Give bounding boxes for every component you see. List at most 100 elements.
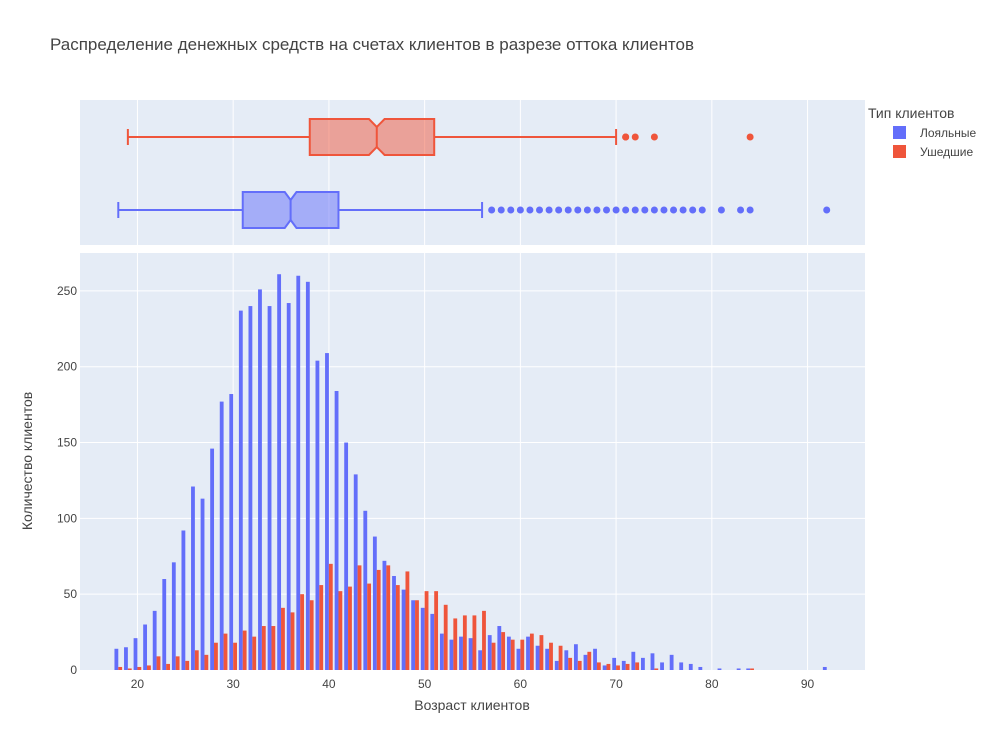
bar-churned	[424, 591, 429, 670]
bar-loyal	[459, 636, 463, 670]
boxplot-outlier-loyal	[603, 206, 611, 214]
bar-churned	[281, 607, 285, 670]
y-tick-label: 100	[57, 511, 77, 525]
bar-churned	[194, 650, 199, 670]
bar-loyal	[650, 653, 655, 670]
legend-item-churned[interactable]: Ушедшие	[893, 145, 973, 159]
bar-churned	[616, 665, 620, 670]
bar-loyal	[143, 624, 148, 670]
y-tick-label: 0	[70, 663, 77, 677]
boxplot-outlier-loyal	[689, 206, 697, 214]
bar-churned	[386, 565, 391, 670]
x-tick-label: 40	[322, 677, 336, 691]
bar-loyal	[420, 607, 425, 670]
bar-churned	[300, 594, 305, 670]
bar-loyal	[114, 648, 119, 670]
bar-churned	[223, 633, 228, 670]
y-tick-label: 250	[57, 284, 77, 298]
bar-loyal	[535, 645, 540, 670]
bar-loyal	[191, 486, 195, 670]
bar-loyal	[267, 306, 272, 670]
bar-churned	[539, 635, 544, 670]
bar-churned	[568, 657, 573, 670]
bar-loyal	[229, 394, 234, 670]
bar-churned	[750, 668, 754, 670]
bar-loyal	[286, 303, 291, 670]
boxplot-outlier-churned	[622, 133, 630, 141]
boxplot-box-churned	[308, 118, 436, 156]
bar-churned	[204, 654, 209, 670]
boxplot-outlier-churned	[650, 133, 658, 141]
bar-loyal	[688, 663, 693, 670]
legend-item-loyal[interactable]: Лояльные	[893, 126, 977, 140]
bar-loyal	[353, 474, 358, 670]
bar-churned	[261, 626, 266, 670]
bar-loyal	[631, 651, 636, 670]
bar-churned	[185, 660, 190, 670]
bar-churned	[252, 636, 257, 670]
legend: Тип клиентов Лояльные Ушедшие	[868, 105, 977, 159]
bar-loyal	[554, 660, 559, 670]
bar-loyal	[478, 650, 483, 670]
bar-loyal	[344, 442, 349, 670]
bar-loyal	[392, 575, 396, 670]
boxplot-outlier-loyal	[698, 206, 706, 214]
boxplot-outlier-loyal	[717, 206, 725, 214]
bar-churned	[271, 626, 276, 670]
bar-loyal	[219, 401, 224, 670]
x-tick-label: 70	[609, 677, 623, 691]
bar-loyal	[171, 562, 176, 670]
bar-churned	[520, 639, 525, 670]
boxplot-outlier-churned	[631, 133, 639, 141]
bar-loyal	[248, 306, 253, 670]
boxplot-panel	[80, 100, 865, 245]
bar-churned	[462, 615, 467, 670]
bar-churned	[625, 663, 630, 670]
x-axis-ticks: 20 30 40 50 60 70 80 90	[131, 677, 815, 691]
histogram-panel	[80, 253, 865, 670]
boxplot-outlier-loyal	[737, 206, 745, 214]
bar-loyal	[315, 360, 320, 670]
bar-loyal	[468, 638, 473, 670]
bar-loyal	[660, 662, 664, 670]
bar-loyal	[516, 648, 521, 670]
legend-label-churned: Ушедшие	[920, 145, 973, 159]
bar-loyal	[698, 666, 703, 670]
bar-loyal	[583, 654, 588, 670]
x-axis-title: Возраст клиентов	[414, 697, 530, 713]
bar-churned	[127, 668, 132, 670]
boxplot-outlier-loyal	[593, 206, 601, 214]
boxplot-outlier-loyal	[564, 206, 572, 214]
bar-churned	[654, 668, 659, 670]
bar-loyal	[679, 662, 684, 670]
bar-churned	[577, 660, 582, 670]
bar-churned	[395, 585, 400, 670]
bar-loyal	[564, 650, 569, 670]
bar-churned	[558, 645, 563, 670]
bar-churned	[338, 591, 343, 670]
bar-loyal	[621, 660, 626, 670]
bar-churned	[290, 612, 295, 670]
boxplot-outlier-loyal	[746, 206, 754, 214]
boxplot-outlier-loyal	[574, 206, 582, 214]
bar-churned	[491, 642, 496, 670]
boxplot-outlier-loyal	[641, 206, 649, 214]
x-tick-label: 80	[705, 677, 719, 691]
boxplot-outlier-loyal	[497, 206, 505, 214]
boxplot-outlier-loyal	[650, 206, 658, 214]
y-axis-ticks: 0 50 100 150 200 250	[57, 284, 77, 677]
bar-churned	[242, 630, 247, 670]
boxplot-outlier-loyal	[679, 206, 687, 214]
boxplot-outlier-loyal	[670, 206, 678, 214]
bar-churned	[147, 665, 151, 670]
bar-churned	[472, 615, 477, 670]
bar-loyal	[181, 530, 186, 670]
bar-churned	[587, 651, 592, 670]
bar-churned	[549, 642, 553, 670]
boxplot-outlier-loyal	[536, 206, 544, 214]
bar-churned	[376, 569, 381, 670]
bar-loyal	[152, 610, 157, 670]
bar-loyal	[640, 657, 645, 670]
bar-churned	[606, 663, 611, 670]
bar-loyal	[200, 498, 205, 670]
